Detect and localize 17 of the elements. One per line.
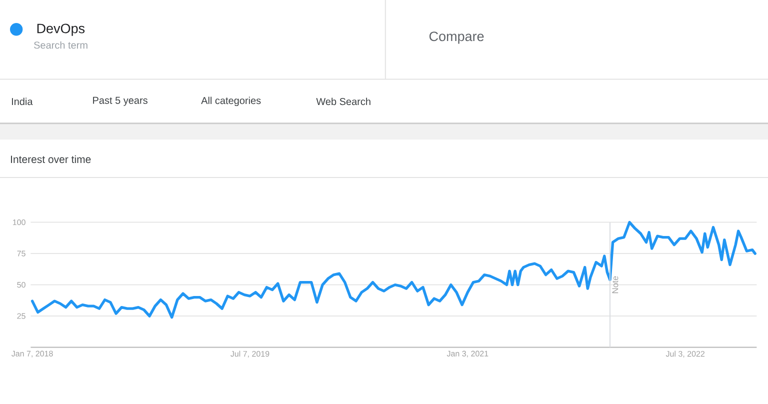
text: Web Search [316, 98, 370, 106]
y-tick-label: 75 [17, 250, 26, 256]
text: Compare [429, 32, 484, 44]
chart-title: Interest over time [11, 155, 91, 164]
text: Search term [34, 41, 88, 49]
x-tick-label: Jul 7, 2019 [230, 350, 270, 358]
ref-line-label: Note [612, 276, 618, 294]
text: Past 5 years [93, 96, 148, 106]
y-tick-label: 50 [17, 282, 26, 288]
x-tick-label: Jan 3, 2021 [446, 350, 488, 358]
y-tick-label: 100 [12, 219, 26, 226]
y-tick-label: 25 [17, 313, 26, 319]
x-tick-label: Jan 7, 2018 [12, 350, 53, 358]
x-tick-label: Jul 3, 2022 [666, 350, 704, 358]
text: India [12, 98, 33, 106]
text: All categories [201, 96, 261, 106]
legend-label: DevOps [37, 24, 85, 36]
